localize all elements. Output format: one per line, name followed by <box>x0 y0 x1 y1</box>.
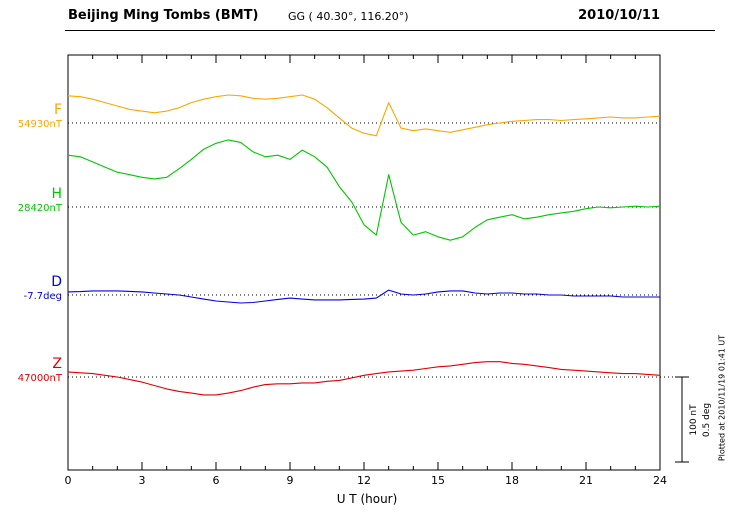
plot-date: 2010/10/11 <box>578 8 660 23</box>
plot-frame <box>67 54 661 471</box>
series-letter-F: F <box>53 102 62 118</box>
trace-F <box>67 94 661 137</box>
x-tick-label: 21 <box>579 474 593 487</box>
series-letter-H: H <box>51 186 62 202</box>
series-letter-Z: Z <box>52 356 62 372</box>
series-letter-D: D <box>51 274 62 290</box>
station-title: Beijing Ming Tombs (BMT) <box>68 8 259 23</box>
series-label-block-F: F 54930nT <box>0 102 62 131</box>
series-baseline-F: 54930nT <box>17 119 62 130</box>
series-baseline-D: -7.7deg <box>23 291 62 302</box>
series-baseline-H: 28420nT <box>17 203 62 214</box>
x-tick-label: 15 <box>431 474 445 487</box>
scale-bar-nt-label: 100 nT <box>689 404 699 436</box>
trace-Z <box>67 361 661 396</box>
x-tick-label: 24 <box>653 474 667 487</box>
x-tick-label: 0 <box>64 474 72 487</box>
header-divider <box>65 30 715 31</box>
trace-H <box>67 139 661 241</box>
series-label-block-D: D -7.7deg <box>0 274 62 303</box>
x-tick-label: 6 <box>212 474 220 487</box>
x-axis-title: U T (hour) <box>336 492 398 506</box>
station-coordinates: GG ( 40.30°, 116.20°) <box>288 10 409 23</box>
series-baseline-Z: 47000nT <box>17 373 62 384</box>
x-tick-label: 18 <box>505 474 519 487</box>
series-label-block-H: H 28420nT <box>0 186 62 215</box>
series-label-block-Z: Z 47000nT <box>0 356 62 385</box>
scale-bar-deg-label: 0.5 deg <box>702 402 712 438</box>
x-tick-label: 9 <box>286 474 294 487</box>
plotted-at-credit: Plotted at 2010/11/19 01:41 UT <box>717 334 727 462</box>
trace-D <box>67 289 660 304</box>
x-tick-label: 12 <box>357 474 371 487</box>
x-tick-label: 3 <box>138 474 146 487</box>
